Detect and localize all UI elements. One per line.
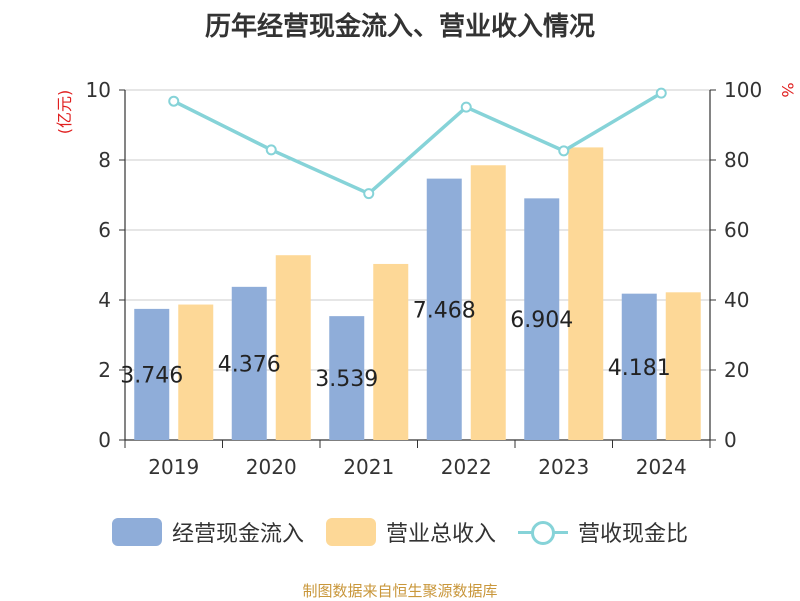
data-label-cash-inflow: 7.468 — [413, 298, 476, 323]
point-ratio — [558, 145, 570, 157]
data-label-cash-inflow: 4.376 — [218, 352, 281, 377]
y-left-tick-label: 8 — [98, 148, 111, 172]
y-left-tick-label: 0 — [98, 428, 111, 452]
source-note: 制图数据来自恒生聚源数据库 — [302, 582, 498, 600]
x-tick-label: 2023 — [538, 455, 589, 479]
y-left-tick-label: 10 — [86, 78, 111, 102]
x-tick-label: 2020 — [246, 455, 297, 479]
y-left-tick-label: 4 — [98, 288, 111, 312]
bar-cash-inflow — [426, 178, 462, 440]
legend-item-ratio[interactable]: 营收现金比 — [518, 516, 688, 548]
point-ratio — [265, 144, 277, 156]
legend-item-revenue[interactable]: 营业总收入 — [325, 516, 496, 548]
bar-revenue — [470, 165, 506, 440]
bar-cash-inflow — [134, 308, 170, 440]
point-ratio — [168, 95, 180, 107]
y-left-tick-label: 6 — [98, 218, 111, 242]
point-ratio — [655, 87, 667, 99]
legend-item-cash-inflow[interactable]: 经营现金流入 — [111, 516, 304, 548]
bar-cash-inflow — [329, 316, 365, 440]
bar-cash-inflow — [621, 293, 657, 440]
data-label-cash-inflow: 3.539 — [315, 367, 378, 392]
y-right-tick-label: 60 — [724, 218, 749, 242]
bar-revenue — [373, 263, 409, 440]
chart-title: 历年经营现金流入、营业收入情况 — [204, 12, 595, 42]
x-tick-label: 2021 — [343, 455, 394, 479]
point-ratio — [363, 188, 375, 200]
y-right-tick-label: 100 — [724, 78, 762, 102]
legend-label-revenue: 营业总收入 — [385, 522, 496, 547]
bar-cash-inflow — [231, 286, 267, 440]
data-label-cash-inflow: 6.904 — [510, 308, 573, 333]
y-right-unit: % — [778, 82, 797, 97]
legend-swatch-revenue — [325, 518, 376, 546]
data-label-cash-inflow: 3.746 — [120, 363, 183, 388]
y-left-tick-label: 2 — [98, 358, 111, 382]
bar-revenue — [275, 255, 311, 440]
bar-revenue — [178, 304, 214, 440]
bar-revenue — [665, 292, 701, 440]
y-right-tick-label: 0 — [724, 428, 737, 452]
legend-swatch-ratio — [518, 518, 568, 546]
x-tick-label: 2019 — [148, 455, 199, 479]
y-right-tick-label: 80 — [724, 148, 749, 172]
x-tick-label: 2024 — [636, 455, 687, 479]
legend-label-ratio: 营收现金比 — [578, 522, 689, 547]
point-ratio — [460, 101, 472, 113]
y-right-tick-label: 40 — [724, 288, 749, 312]
y-right-tick-label: 20 — [724, 358, 749, 382]
line-ratio — [172, 91, 663, 196]
bar-revenue — [568, 147, 604, 440]
x-tick-label: 2022 — [441, 455, 492, 479]
legend-label-cash-inflow: 经营现金流入 — [171, 522, 304, 547]
bar-cash-inflow — [524, 198, 560, 440]
y-left-unit: (亿元) — [55, 90, 74, 135]
data-label-cash-inflow: 4.181 — [608, 356, 671, 381]
legend: 经营现金流入 营业总收入 营收现金比 — [0, 516, 800, 548]
legend-swatch-cash-inflow — [111, 518, 162, 546]
